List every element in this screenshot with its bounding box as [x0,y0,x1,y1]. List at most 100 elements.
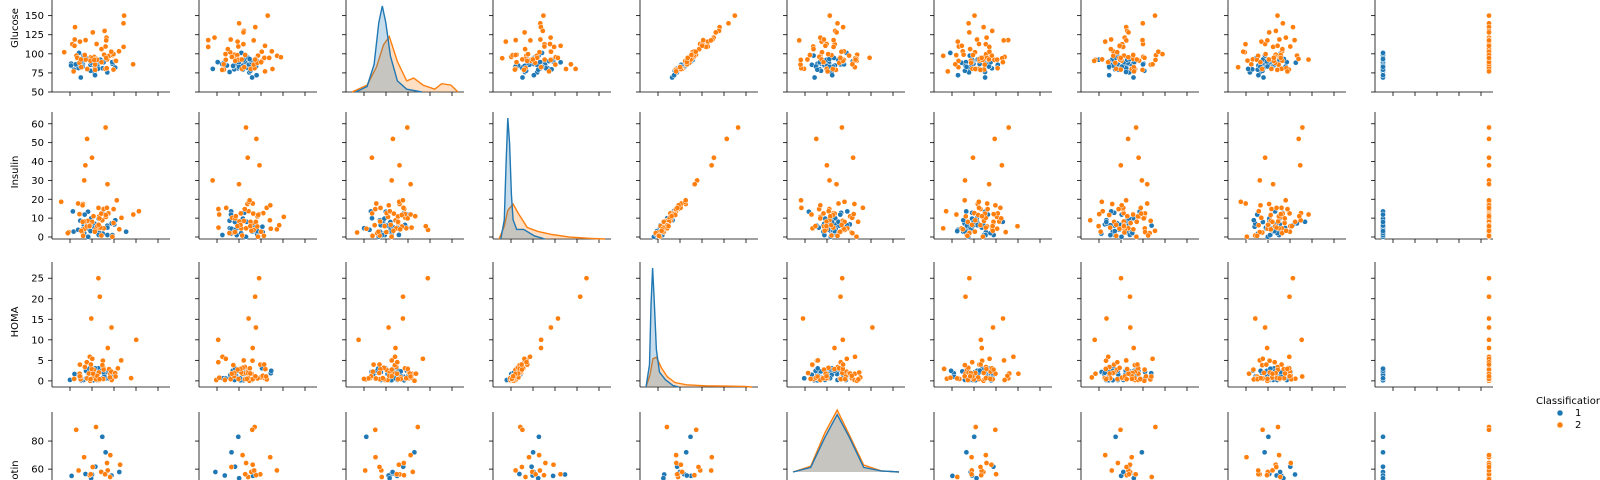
scatter-point [968,471,975,478]
scatter-point [70,68,77,75]
scatter-point [245,315,252,322]
scatter-point [1123,69,1129,75]
scatter-point [519,366,525,373]
scatter-point [823,218,830,225]
scatter-point [841,198,848,205]
scatter-point [518,361,525,368]
scatter-point [407,181,414,188]
scatter-point [540,12,547,19]
scatter-point [1113,65,1119,72]
scatter-point [1277,211,1284,217]
scatter-point [84,66,91,72]
scatter-point [400,460,407,466]
scatter-point [677,64,683,71]
scatter-point [1275,424,1281,430]
scatter-point [120,44,127,50]
scatter-point [969,221,975,228]
scatter-point [280,214,287,220]
scatter-point [266,55,273,61]
scatter-point [408,224,415,231]
scatter-point [397,226,403,233]
scatter-point [1114,359,1121,366]
scatter-point [1257,202,1264,209]
scatter-point [1286,353,1293,360]
scatter-point [1258,38,1265,45]
scatter-point [89,154,95,161]
scatter-point [1243,454,1250,461]
scatter-point [1125,29,1132,36]
scatter-point [246,56,253,62]
scatter-point [541,472,547,479]
scatter-point [102,471,108,478]
scatter-point [255,212,262,218]
scatter-point [372,375,379,382]
scatter-point [1159,51,1166,57]
kde-line-class-1 [500,117,546,240]
scatter-point [1486,373,1492,380]
scatter-point [1132,471,1139,478]
scatter-point [963,63,970,70]
scatter-point [1131,68,1137,75]
scatter-point [828,222,835,229]
scatter-point [1290,24,1296,30]
scatter-point [1000,59,1006,66]
scatter-point [79,202,86,209]
scatter-point [817,215,824,222]
scatter-point [388,357,395,364]
scatter-point [833,181,840,188]
scatter-point [80,232,86,239]
scatter-point [1486,197,1492,204]
scatter-point [90,213,97,220]
row-label: Insulin [10,156,21,189]
scatter-point [248,227,255,234]
scatter-point [234,38,241,45]
scatter-point [948,367,954,374]
scatter-point [526,454,532,461]
scatter-point [1155,48,1162,55]
scatter-point [93,41,100,47]
scatter-point [983,366,990,372]
y-tick-label: 5 [38,356,44,367]
scatter-point [1133,124,1139,131]
scatter-point [236,475,242,480]
scatter-point [355,336,362,343]
scatter-point [1127,220,1134,226]
scatter-point [90,370,96,377]
scatter-point [1266,357,1273,364]
scatter-point [243,124,249,131]
scatter-point [1486,181,1492,188]
scatter-point [519,464,525,470]
scatter-point [1118,275,1124,282]
scatter-point [262,42,268,49]
scatter-point [1235,64,1241,71]
scatter-point [386,475,393,480]
scatter-point [77,56,84,63]
scatter-point [1274,12,1281,19]
scatter-point [1005,124,1012,131]
scatter-point [826,12,833,19]
y-tick-label: 30 [31,176,44,187]
scatter-point [1107,224,1113,231]
scatter-point [997,204,1004,211]
scatter-point [237,210,244,217]
row-label: HOMA [10,306,21,337]
scatter-point [824,68,831,75]
scatter-point [235,376,242,382]
scatter-point [522,474,529,480]
scatter-point [546,68,552,75]
scatter-point [962,213,969,220]
scatter-point [1113,232,1120,239]
scatter-point [548,324,554,331]
scatter-point [256,162,263,169]
scatter-point [81,52,88,58]
scatter-point [843,355,850,362]
scatter-point [104,204,110,211]
scatter-point [834,20,841,27]
scatter-point [86,223,93,230]
scatter-point [1002,229,1009,235]
scatter-point [524,58,530,64]
scatter-point [837,55,844,61]
scatter-point [1380,449,1386,456]
scatter-point [1281,215,1288,222]
scatter-point [116,469,123,475]
